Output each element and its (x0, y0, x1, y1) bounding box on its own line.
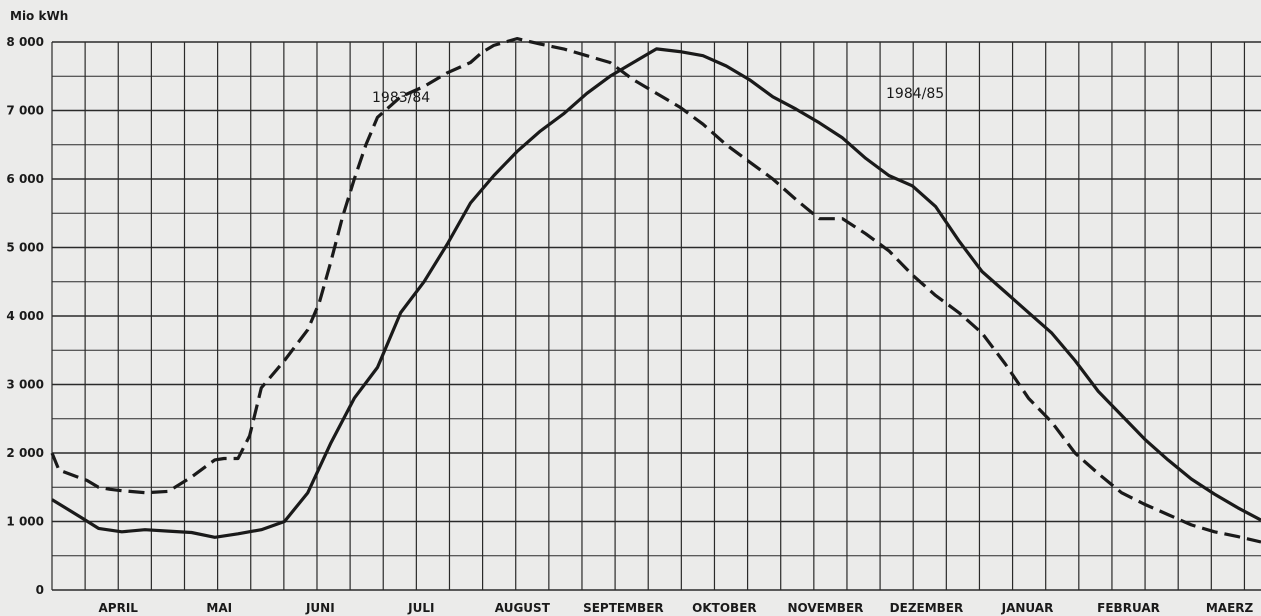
x-month-label: JUNI (305, 601, 335, 615)
y-tick-label: 6 000 (6, 172, 44, 186)
x-month-label: APRIL (99, 601, 139, 615)
x-month-label: JANUAR (1001, 601, 1054, 615)
chart-series (50, 37, 1261, 544)
y-tick-label: 3 000 (6, 378, 44, 392)
chart-grid (51, 41, 1261, 591)
x-month-label: JULI (407, 601, 434, 615)
x-month-label: OKTOBER (692, 601, 756, 615)
x-month-label: NOVEMBER (787, 601, 863, 615)
series-label-1984-85: 1984/85 (886, 86, 944, 102)
chart-axis: 0 1 000 2 000 3 000 4 000 5 000 6 000 7 000 8 00… (6, 35, 1253, 615)
y-tick-label: 7 000 (6, 104, 44, 118)
series-line-1983-84 (50, 37, 1261, 544)
x-month-label: FEBRUAR (1097, 601, 1160, 615)
y-tick-label: 0 (36, 583, 44, 597)
series-label-1983-84: 1983/84 (372, 90, 430, 106)
x-month-label: SEPTEMBER (583, 601, 664, 615)
y-tick-label: 8 000 (6, 35, 44, 49)
y-tick-label: 2 000 (6, 446, 44, 460)
series-line-1984-85 (51, 47, 1261, 539)
y-tick-label: 1 000 (6, 515, 44, 529)
x-month-label: AUGUST (495, 601, 551, 615)
y-tick-label: 5 000 (6, 241, 44, 255)
y-tick-label: 4 000 (6, 309, 44, 323)
x-month-label: MAERZ (1206, 601, 1254, 615)
x-month-label: DEZEMBER (890, 601, 964, 615)
y-axis-unit-label: Mio kWh (10, 9, 68, 23)
x-month-label: MAI (206, 601, 232, 615)
